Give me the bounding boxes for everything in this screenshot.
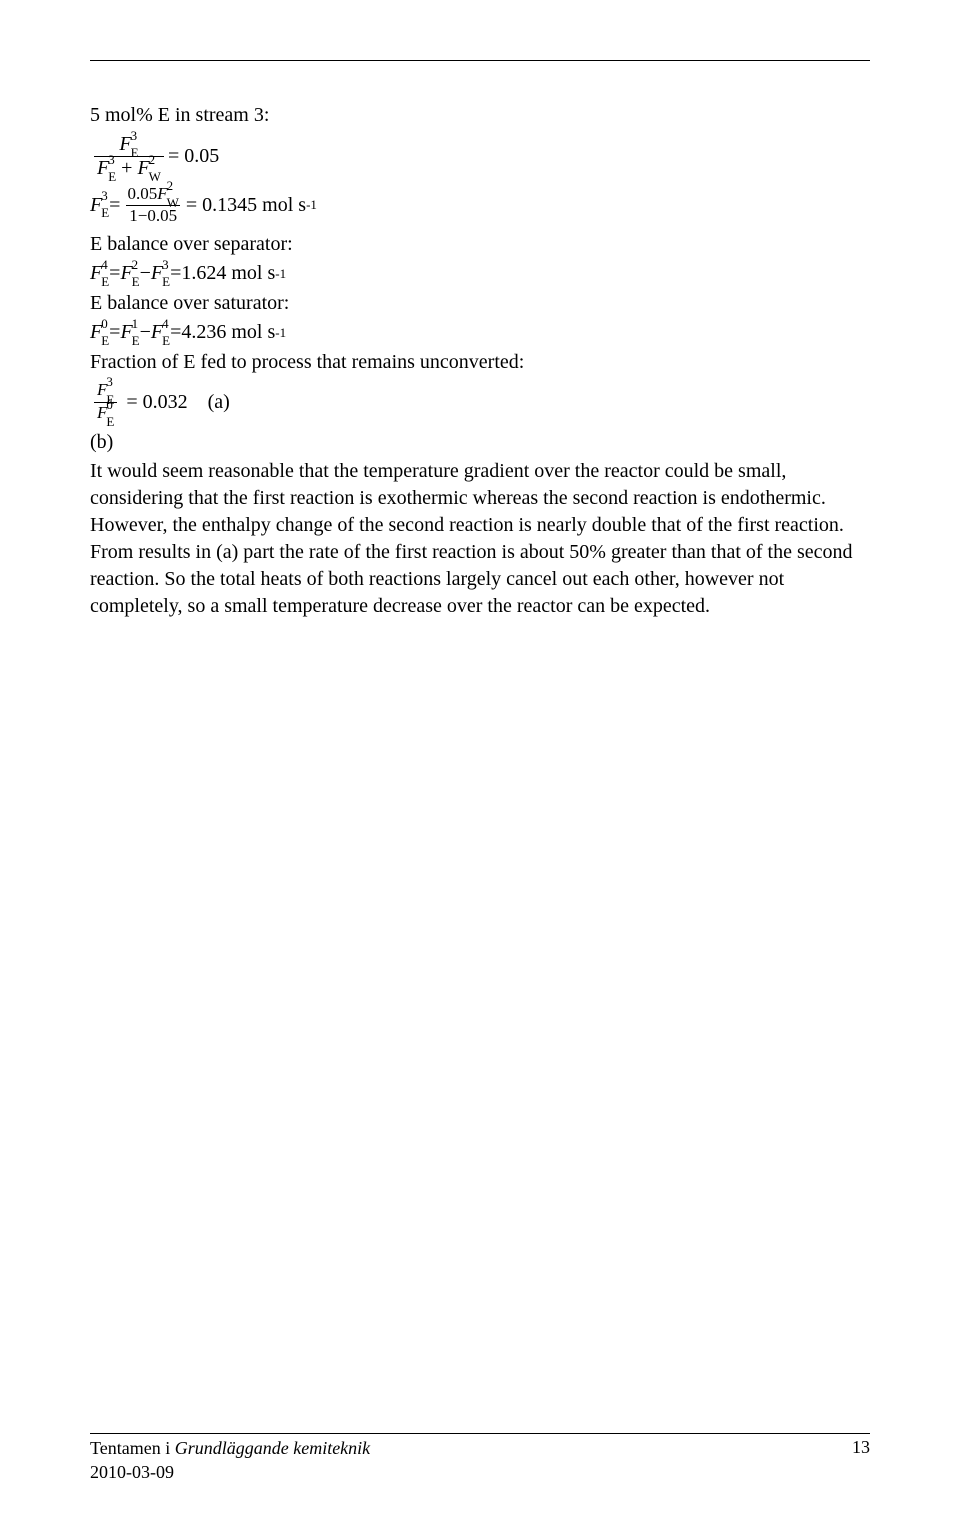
page-number: 13 bbox=[852, 1437, 870, 1484]
footer-horizontal-rule bbox=[90, 1433, 870, 1434]
top-horizontal-rule bbox=[90, 60, 870, 61]
equation-line-5: F4E = F2E − F3E =1.624 mol s-1 bbox=[90, 262, 870, 285]
line-8: Fraction of E fed to process that remain… bbox=[90, 348, 870, 376]
footer-left: Tentamen i Grundläggande kemiteknik 2010… bbox=[90, 1437, 370, 1484]
line-1: 5 mol% E in stream 3: bbox=[90, 101, 870, 129]
equation-line-9: F3E F0E = 0.032 (a) bbox=[90, 380, 870, 424]
paragraph-body: It would seem reasonable that the temper… bbox=[90, 458, 870, 620]
page-footer: Tentamen i Grundläggande kemiteknik 2010… bbox=[90, 1433, 870, 1484]
equation-line-3: F3E = 0.05F2W 1−0.05 = 0.1345 mol s-1 bbox=[90, 184, 870, 226]
equation-line-2: F3E F3E + F2W = 0.05 bbox=[90, 133, 870, 180]
line-10: (b) bbox=[90, 428, 870, 456]
equation-line-7: F0E = F1E − F4E =4.236 mol s-1 bbox=[90, 321, 870, 344]
line-4: E balance over separator: bbox=[90, 230, 870, 258]
line-6: E balance over saturator: bbox=[90, 289, 870, 317]
